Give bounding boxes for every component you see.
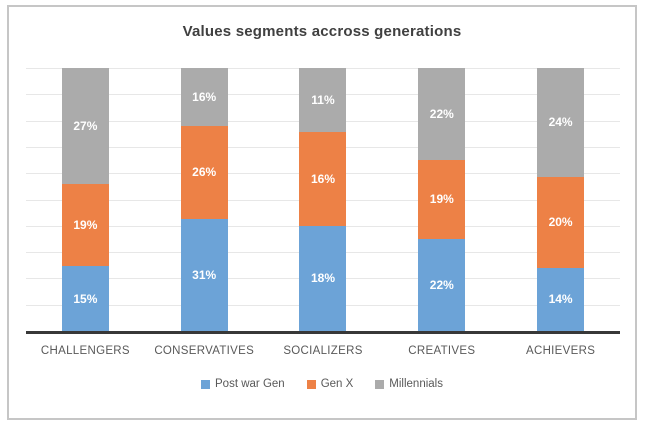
bar-data-label: 14% xyxy=(548,292,573,307)
legend-label: Post war Gen xyxy=(215,378,285,390)
legend-swatch-icon xyxy=(306,379,316,389)
bar-segment-gen-x-socializers: 16% xyxy=(299,132,347,226)
bar-column-socializers: 11% 16% 18% xyxy=(299,68,347,331)
chart-title: Values segments accross generations xyxy=(182,23,462,40)
x-axis-label-achievers: ACHIEVERS xyxy=(526,345,596,357)
x-axis-label-conservatives: CONSERVATIVES xyxy=(154,345,255,357)
bar-data-label: 15% xyxy=(73,291,98,306)
bar-column-conservatives: 16% 26% 31% xyxy=(180,68,228,331)
legend-label: Millennials xyxy=(389,378,443,390)
plot-area: 27% 19% 15% 16% 26% 31% 11% 16% 18% 22% 19% 22% 24% 2… xyxy=(26,68,620,332)
legend-item-gen-x: Gen X xyxy=(306,378,354,390)
bar-slot-achievers: 24% 20% 14% xyxy=(501,68,620,331)
bar-segment-post-war-gen-achievers: 14% xyxy=(537,267,585,331)
bar-data-label: 24% xyxy=(548,115,573,130)
bar-segment-post-war-gen-conservatives: 31% xyxy=(180,219,228,331)
bar-segment-post-war-gen-socializers: 18% xyxy=(299,225,347,331)
bar-slot-conservatives: 16% 26% 31% xyxy=(145,68,264,331)
bar-column-achievers: 24% 20% 14% xyxy=(537,68,585,331)
bar-segment-millennials-socializers: 11% xyxy=(299,68,347,133)
bar-data-label: 22% xyxy=(429,278,454,293)
bar-segment-gen-x-achievers: 20% xyxy=(537,176,585,268)
bar-column-creatives: 22% 19% 22% xyxy=(418,68,466,331)
bar-segment-millennials-challengers: 27% xyxy=(61,68,109,185)
x-axis-labels: CHALLENGERS CONSERVATIVES SOCIALIZERS CREAT… xyxy=(26,345,620,357)
chart-frame: Values segments accross generations 27% 1… xyxy=(7,5,637,420)
bar-segment-millennials-conservatives: 16% xyxy=(180,68,228,126)
bar-segment-post-war-gen-challengers: 15% xyxy=(61,266,109,331)
bar-segment-gen-x-creatives: 19% xyxy=(418,159,466,240)
bar-segment-millennials-creatives: 22% xyxy=(418,68,466,160)
legend-item-post-war-gen: Post war Gen xyxy=(201,378,285,390)
bar-segment-millennials-achievers: 24% xyxy=(537,68,585,177)
legend-item-millennials: Millennials xyxy=(375,378,443,390)
bar-data-label: 22% xyxy=(429,106,454,121)
bar-data-label: 19% xyxy=(73,218,98,233)
bar-data-label: 18% xyxy=(310,271,335,286)
bar-slot-socializers: 11% 16% 18% xyxy=(264,68,383,331)
bar-data-label: 27% xyxy=(73,119,98,134)
legend-label: Gen X xyxy=(320,378,354,390)
bar-slot-challengers: 27% 19% 15% xyxy=(26,68,145,331)
bar-data-label: 16% xyxy=(310,172,335,187)
bar-column-challengers: 27% 19% 15% xyxy=(61,68,109,331)
legend-swatch-icon xyxy=(375,379,385,389)
bars-row: 27% 19% 15% 16% 26% 31% 11% 16% 18% 22% 19% 22% 24% 2… xyxy=(26,68,620,331)
bar-slot-creatives: 22% 19% 22% xyxy=(382,68,501,331)
bar-segment-gen-x-challengers: 19% xyxy=(61,184,109,267)
legend-swatch-icon xyxy=(201,379,211,389)
x-axis-label-socializers: SOCIALIZERS xyxy=(283,345,363,357)
bar-data-label: 26% xyxy=(192,165,217,180)
x-axis-label-challengers: CHALLENGERS xyxy=(40,345,130,357)
bar-segment-gen-x-conservatives: 26% xyxy=(180,125,228,220)
bar-data-label: 19% xyxy=(429,192,454,207)
bar-data-label: 11% xyxy=(311,93,335,108)
bar-data-label: 20% xyxy=(548,215,573,230)
bar-data-label: 31% xyxy=(192,268,217,283)
bar-segment-post-war-gen-creatives: 22% xyxy=(418,239,466,331)
x-axis-line xyxy=(26,331,620,334)
x-axis-label-creatives: CREATIVES xyxy=(408,345,476,357)
legend: Post war Gen Gen X Millennials xyxy=(9,378,635,390)
bar-data-label: 16% xyxy=(192,89,217,104)
